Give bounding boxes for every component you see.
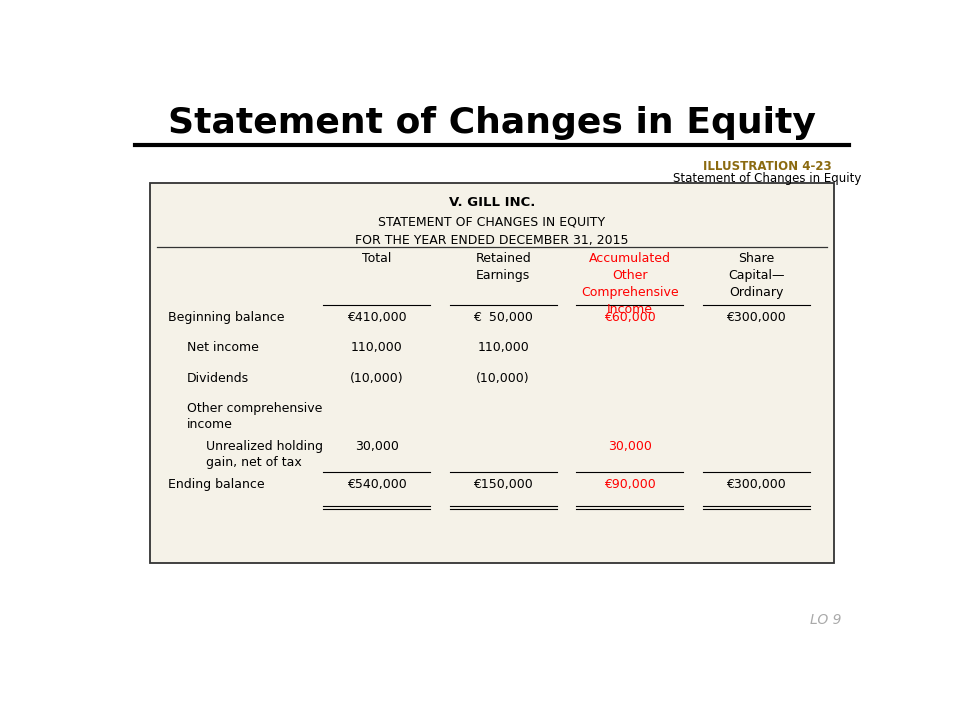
- Text: €60,000: €60,000: [604, 311, 656, 324]
- Text: STATEMENT OF CHANGES IN EQUITY: STATEMENT OF CHANGES IN EQUITY: [378, 215, 606, 228]
- Text: Other comprehensive
income: Other comprehensive income: [187, 402, 323, 431]
- Text: €150,000: €150,000: [473, 478, 533, 491]
- Text: Statement of Changes in Equity: Statement of Changes in Equity: [673, 172, 861, 185]
- Text: Dividends: Dividends: [187, 372, 249, 385]
- Text: Ending balance: Ending balance: [168, 478, 265, 491]
- Text: V. GILL INC.: V. GILL INC.: [449, 196, 535, 209]
- Text: €90,000: €90,000: [604, 478, 656, 491]
- Text: €  50,000: € 50,000: [473, 311, 533, 324]
- Text: LO 9: LO 9: [810, 613, 842, 627]
- Text: Net income: Net income: [187, 341, 259, 354]
- Text: €540,000: €540,000: [347, 478, 406, 491]
- Text: ILLUSTRATION 4-23: ILLUSTRATION 4-23: [703, 160, 831, 173]
- Text: (10,000): (10,000): [476, 372, 530, 385]
- Text: Total: Total: [362, 251, 392, 265]
- Text: 30,000: 30,000: [355, 440, 398, 453]
- Text: Beginning balance: Beginning balance: [168, 311, 285, 324]
- Text: FOR THE YEAR ENDED DECEMBER 31, 2015: FOR THE YEAR ENDED DECEMBER 31, 2015: [355, 235, 629, 248]
- Text: €300,000: €300,000: [727, 311, 786, 324]
- Text: Statement of Changes in Equity: Statement of Changes in Equity: [168, 106, 816, 140]
- Text: Unrealized holding
gain, net of tax: Unrealized holding gain, net of tax: [205, 440, 323, 469]
- Text: Share
Capital—
Ordinary: Share Capital— Ordinary: [728, 251, 784, 299]
- Text: (10,000): (10,000): [349, 372, 403, 385]
- Text: 30,000: 30,000: [608, 440, 652, 453]
- Text: Accumulated
Other
Comprehensive
Income: Accumulated Other Comprehensive Income: [581, 251, 679, 315]
- Text: €410,000: €410,000: [347, 311, 406, 324]
- Text: 110,000: 110,000: [477, 341, 529, 354]
- Text: Retained
Earnings: Retained Earnings: [475, 251, 531, 282]
- Text: 110,000: 110,000: [350, 341, 402, 354]
- Text: €300,000: €300,000: [727, 478, 786, 491]
- FancyBboxPatch shape: [150, 184, 834, 563]
